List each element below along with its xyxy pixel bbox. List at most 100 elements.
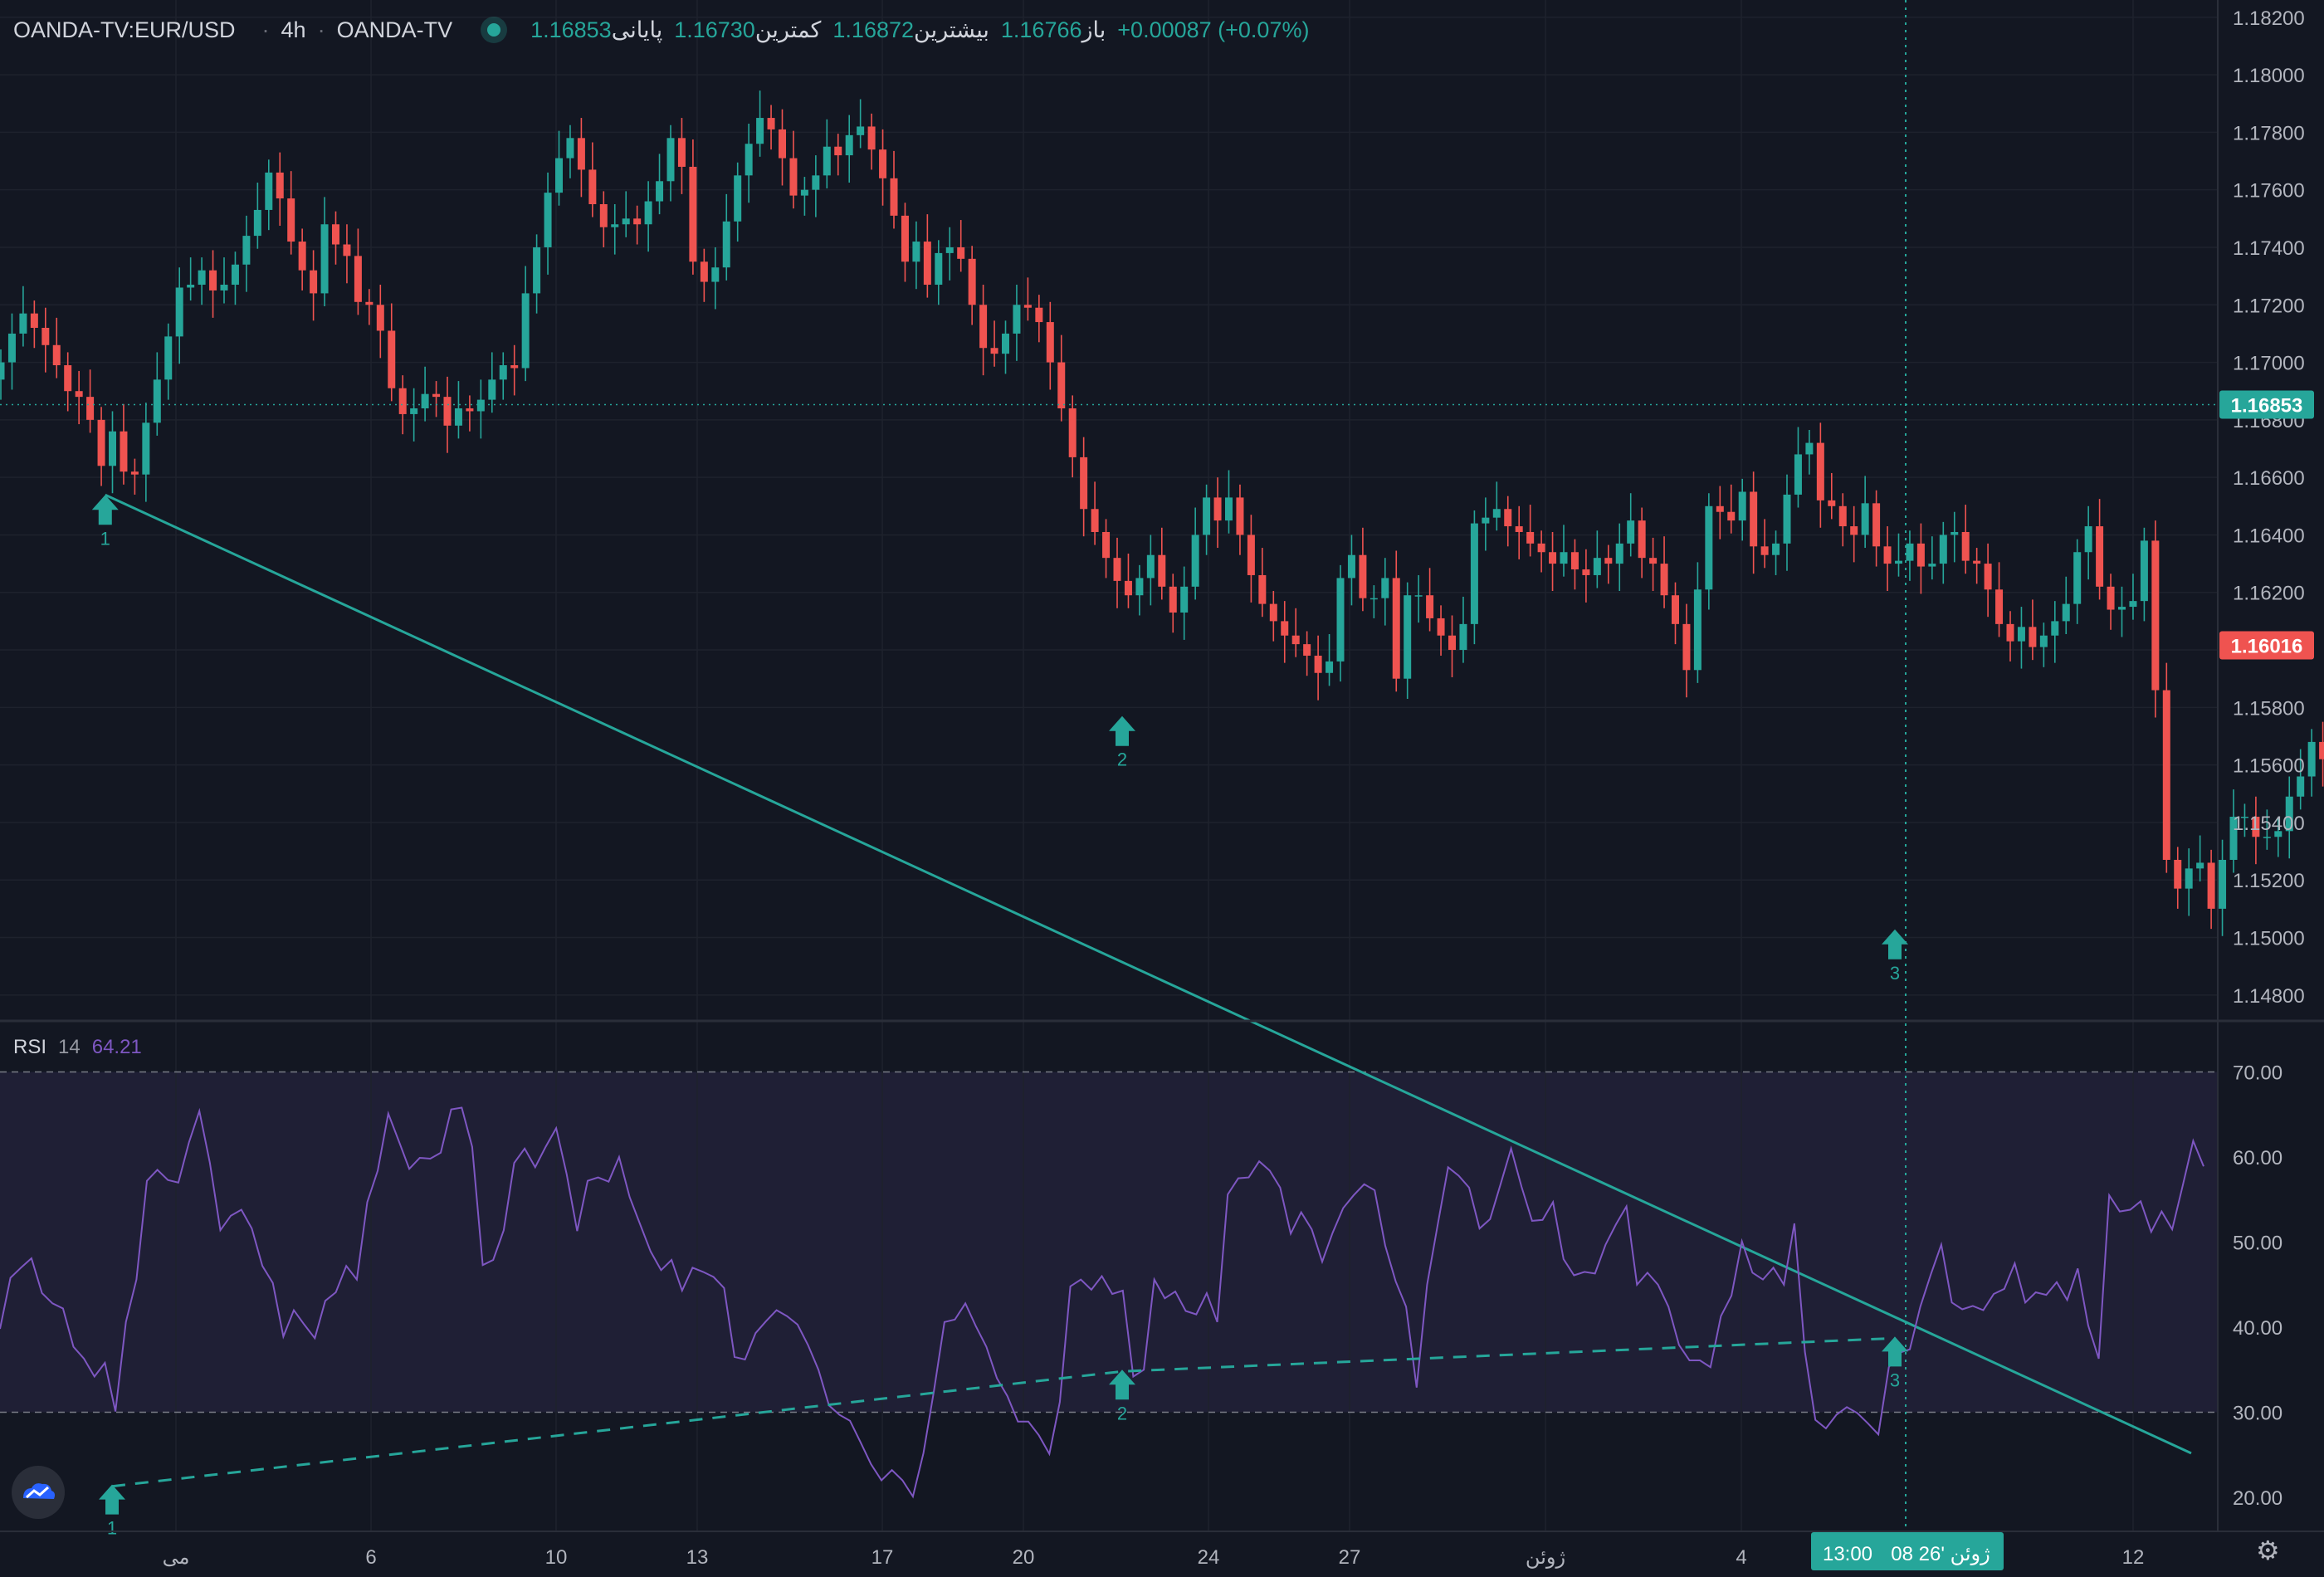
candle <box>711 247 720 310</box>
candle-body <box>555 158 563 193</box>
separator-dot: · <box>317 17 325 42</box>
rsi-legend[interactable]: RSI 14 64.21 <box>13 1036 142 1059</box>
candle-body <box>2051 621 2059 636</box>
candle <box>1537 530 1545 573</box>
candle <box>2185 848 2193 916</box>
tradingview-logo-icon[interactable] <box>12 1466 65 1519</box>
time-tick-label: 4 <box>1736 1546 1746 1569</box>
candle <box>7 313 16 390</box>
candle-body <box>901 215 909 262</box>
candle-body <box>1582 569 1590 575</box>
candle-body <box>1492 509 1501 518</box>
candle-body <box>1102 531 1111 559</box>
candle <box>1883 526 1892 592</box>
rsi-trendline-group[interactable]: 1 2 3 <box>99 1336 1908 1539</box>
candle-body <box>945 247 954 253</box>
price-trendline-group[interactable]: 1 2 3 <box>91 493 2192 1455</box>
candle-body <box>388 330 396 388</box>
candle-body <box>265 172 273 210</box>
candle <box>1760 519 1769 569</box>
candle-body <box>879 149 887 178</box>
candle-body <box>845 134 853 156</box>
price-tick-label: 1.15000 <box>2233 928 2305 950</box>
candle-body <box>1459 623 1467 651</box>
rsi-axis[interactable]: 70.00 60.00 50.00 40.00 30.00 20.00 <box>2233 1062 2282 1511</box>
candle-body <box>745 144 753 176</box>
candle-body <box>343 244 351 256</box>
candle-body <box>2017 627 2025 642</box>
candle-body <box>700 261 708 282</box>
candle-body <box>443 397 452 426</box>
candle <box>1593 530 1601 588</box>
candle-body <box>1180 586 1189 613</box>
candle-body <box>1482 517 1490 524</box>
candle <box>1113 537 1121 608</box>
candle <box>376 285 384 359</box>
symbol-legend[interactable]: OANDA-TV:EUR/USD · 4h · OANDA-TV باز1.16… <box>13 12 1309 48</box>
candle <box>398 375 407 435</box>
candle-body <box>488 379 496 400</box>
candle <box>901 203 909 282</box>
gear-icon[interactable]: ⚙ <box>2256 1536 2280 1565</box>
candle <box>857 99 865 149</box>
candle <box>1850 505 1858 563</box>
candle-body <box>253 209 261 237</box>
candle <box>2240 803 2248 837</box>
candle-body <box>75 391 83 398</box>
rsi-value: 64.21 <box>91 1036 142 1058</box>
price-axis[interactable]: 1.18200 1.18000 1.17800 1.17600 1.17400 1.172… <box>2233 7 2305 1008</box>
candle-body <box>130 471 139 475</box>
anchor-arrow-1: 1 <box>91 495 119 549</box>
time-axis[interactable]: می 6 10 13 17 20 24 27 ژوئن 4 12 <box>163 1546 2145 1569</box>
candle <box>164 323 173 400</box>
candle <box>1928 536 1936 580</box>
candle <box>2084 505 2092 580</box>
candle-body <box>209 270 217 290</box>
candle <box>1135 564 1144 616</box>
candle-body <box>276 172 284 199</box>
candle-body <box>711 267 720 282</box>
candle <box>1080 437 1088 537</box>
time-tick-label: 24 <box>1198 1546 1220 1569</box>
price-tick-label: 1.18000 <box>2233 65 2305 87</box>
candle <box>2151 520 2160 718</box>
candle <box>2107 574 2115 630</box>
candle-body <box>1716 505 1724 512</box>
candle <box>544 172 552 275</box>
candle-body <box>1035 307 1043 323</box>
candle-body <box>365 301 374 305</box>
market-open-status-icon[interactable] <box>487 23 501 37</box>
candle-body <box>2240 817 2248 818</box>
candle <box>276 152 284 226</box>
last-price-text: 1.16016 <box>2231 635 2303 657</box>
candle <box>42 307 50 373</box>
interval-label[interactable]: 4h <box>281 17 306 42</box>
candle <box>220 257 228 304</box>
candle-body <box>466 408 474 412</box>
candle <box>1660 536 1668 608</box>
candle-body <box>1760 546 1769 555</box>
candle <box>566 124 574 178</box>
candle-body <box>1604 558 1613 564</box>
time-tick-label: 13 <box>686 1546 709 1569</box>
candle-body <box>1772 543 1780 555</box>
candle-body <box>97 419 105 466</box>
candle <box>388 303 396 402</box>
candle-body <box>332 224 339 245</box>
candle <box>812 155 820 217</box>
candle <box>298 228 306 290</box>
rsi-tick-label: 40.00 <box>2233 1317 2282 1340</box>
candle-body <box>867 126 876 150</box>
candle-body <box>1225 497 1233 521</box>
candle-body <box>935 252 943 286</box>
candle <box>1146 535 1155 606</box>
candle <box>1492 481 1501 531</box>
candle <box>1794 427 1802 508</box>
candle <box>198 257 206 305</box>
candle <box>935 240 943 305</box>
candle <box>2140 527 2148 622</box>
candle-body <box>779 129 786 159</box>
symbol-name[interactable]: OANDA-TV:EUR/USD <box>13 17 236 42</box>
candle-body <box>1928 564 1936 567</box>
